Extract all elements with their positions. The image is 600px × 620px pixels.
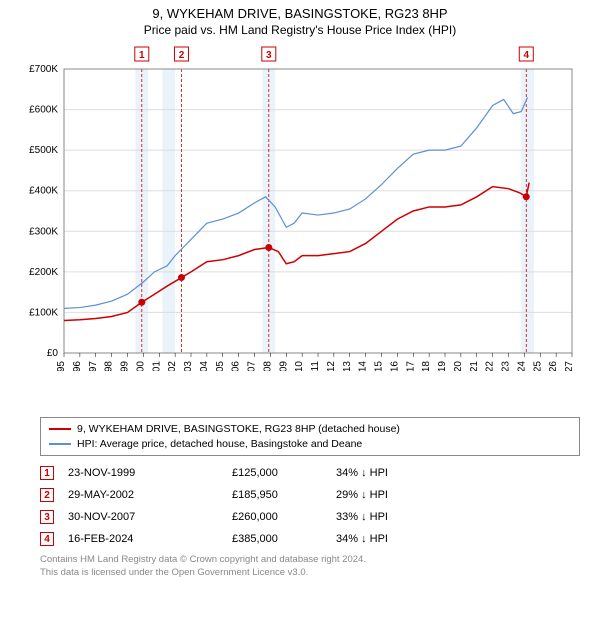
svg-text:1998: 1998 bbox=[104, 361, 115, 371]
event-marker-icon: 2 bbox=[40, 488, 54, 502]
event-date: 29-MAY-2002 bbox=[68, 489, 218, 501]
event-price: £185,950 bbox=[232, 489, 322, 501]
svg-text:2022: 2022 bbox=[485, 361, 496, 371]
svg-text:2014: 2014 bbox=[358, 361, 369, 371]
event-price: £385,000 bbox=[232, 533, 322, 545]
svg-text:2020: 2020 bbox=[453, 361, 464, 371]
event-marker-icon: 4 bbox=[40, 532, 54, 546]
svg-text:£0: £0 bbox=[47, 348, 59, 359]
svg-text:1999: 1999 bbox=[120, 361, 131, 371]
svg-text:2026: 2026 bbox=[548, 361, 559, 371]
svg-text:2001: 2001 bbox=[151, 361, 162, 371]
legend-item: 9, WYKEHAM DRIVE, BASINGSTOKE, RG23 8HP … bbox=[49, 422, 571, 437]
svg-text:2000: 2000 bbox=[135, 361, 146, 371]
svg-text:2024: 2024 bbox=[516, 361, 527, 371]
legend-item: HPI: Average price, detached house, Basi… bbox=[49, 437, 571, 452]
svg-text:3: 3 bbox=[266, 50, 272, 61]
svg-text:2013: 2013 bbox=[342, 361, 353, 371]
chart-subtitle: Price paid vs. HM Land Registry's House … bbox=[0, 21, 600, 41]
attribution-line: This data is licensed under the Open Gov… bbox=[40, 567, 580, 579]
event-row: 1 23-NOV-1999 £125,000 34% ↓ HPI bbox=[40, 462, 580, 484]
svg-text:2019: 2019 bbox=[437, 361, 448, 371]
attribution-line: Contains HM Land Registry data © Crown c… bbox=[40, 554, 580, 566]
svg-text:2: 2 bbox=[179, 50, 185, 61]
svg-text:2011: 2011 bbox=[310, 361, 321, 371]
legend-swatch bbox=[49, 443, 71, 445]
svg-text:2027: 2027 bbox=[564, 361, 575, 371]
svg-text:2007: 2007 bbox=[247, 361, 258, 371]
svg-text:£400K: £400K bbox=[29, 186, 58, 197]
svg-text:2005: 2005 bbox=[215, 361, 226, 371]
svg-text:2015: 2015 bbox=[374, 361, 385, 371]
legend: 9, WYKEHAM DRIVE, BASINGSTOKE, RG23 8HP … bbox=[40, 417, 580, 456]
svg-text:2021: 2021 bbox=[469, 361, 480, 371]
legend-label: HPI: Average price, detached house, Basi… bbox=[77, 437, 362, 452]
svg-text:£600K: £600K bbox=[29, 105, 58, 116]
event-pct: 29% ↓ HPI bbox=[336, 489, 446, 501]
svg-text:2003: 2003 bbox=[183, 361, 194, 371]
event-pct: 33% ↓ HPI bbox=[336, 511, 446, 523]
svg-text:2004: 2004 bbox=[199, 361, 210, 371]
event-price: £125,000 bbox=[232, 467, 322, 479]
event-date: 16-FEB-2024 bbox=[68, 533, 218, 545]
svg-text:£100K: £100K bbox=[29, 307, 58, 318]
svg-text:2018: 2018 bbox=[421, 361, 432, 371]
svg-text:£500K: £500K bbox=[29, 145, 58, 156]
svg-text:1: 1 bbox=[139, 50, 145, 61]
legend-swatch bbox=[49, 428, 71, 430]
svg-text:2023: 2023 bbox=[501, 361, 512, 371]
svg-text:2006: 2006 bbox=[231, 361, 242, 371]
svg-text:£300K: £300K bbox=[29, 226, 58, 237]
attribution: Contains HM Land Registry data © Crown c… bbox=[40, 554, 580, 579]
event-row: 2 29-MAY-2002 £185,950 29% ↓ HPI bbox=[40, 484, 580, 506]
event-date: 23-NOV-1999 bbox=[68, 467, 218, 479]
svg-text:2017: 2017 bbox=[405, 361, 416, 371]
price-chart: £0 £100K £200K £300K £400K £500K £600K £700K 1 2 3… bbox=[20, 41, 580, 371]
event-row: 3 30-NOV-2007 £260,000 33% ↓ HPI bbox=[40, 506, 580, 528]
svg-text:£700K: £700K bbox=[29, 64, 58, 75]
event-pct: 34% ↓ HPI bbox=[336, 533, 446, 545]
event-date: 30-NOV-2007 bbox=[68, 511, 218, 523]
svg-text:1995: 1995 bbox=[56, 361, 67, 371]
svg-text:2010: 2010 bbox=[294, 361, 305, 371]
svg-text:£200K: £200K bbox=[29, 267, 58, 278]
event-price: £260,000 bbox=[232, 511, 322, 523]
svg-text:1997: 1997 bbox=[88, 361, 99, 371]
svg-text:2025: 2025 bbox=[532, 361, 543, 371]
event-marker-icon: 3 bbox=[40, 510, 54, 524]
svg-text:2008: 2008 bbox=[262, 361, 273, 371]
svg-text:2016: 2016 bbox=[389, 361, 400, 371]
legend-label: 9, WYKEHAM DRIVE, BASINGSTOKE, RG23 8HP … bbox=[77, 422, 400, 437]
svg-text:2002: 2002 bbox=[167, 361, 178, 371]
svg-text:4: 4 bbox=[523, 50, 529, 61]
svg-text:1996: 1996 bbox=[72, 361, 83, 371]
events-table: 1 23-NOV-1999 £125,000 34% ↓ HPI 2 29-MAY-200… bbox=[40, 462, 580, 550]
event-marker-icon: 1 bbox=[40, 466, 54, 480]
chart-title: 9, WYKEHAM DRIVE, BASINGSTOKE, RG23 8HP bbox=[0, 0, 600, 21]
svg-text:2009: 2009 bbox=[278, 361, 289, 371]
event-row: 4 16-FEB-2024 £385,000 34% ↓ HPI bbox=[40, 528, 580, 550]
svg-text:2012: 2012 bbox=[326, 361, 337, 371]
event-pct: 34% ↓ HPI bbox=[336, 467, 446, 479]
